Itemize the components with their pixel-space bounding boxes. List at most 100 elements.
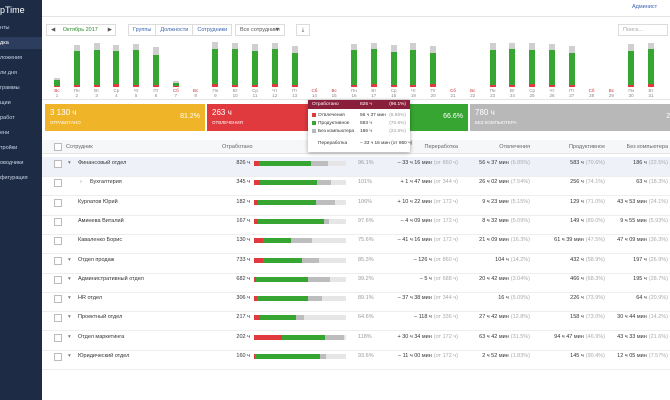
day-weekday: Вс [54,88,60,93]
expand-arrow[interactable]: ▾ [68,333,71,340]
employee-name[interactable]: Юридический отдел [78,353,130,359]
legend-swatch [312,129,316,133]
day-bar-segment [172,82,179,87]
checkbox[interactable] [54,275,62,284]
checkbox[interactable] [54,237,62,246]
cell-value: – 118 ч [414,314,432,321]
day-number: 14 [311,93,317,98]
checkbox[interactable] [54,179,62,188]
employee-name[interactable]: Отдел маркетинга [78,333,125,340]
nav-item[interactable]: ложения [0,55,23,61]
day-number: 15 [331,93,337,98]
nav-item[interactable]: дка [0,37,42,49]
next-arrow[interactable]: ▶ [107,27,112,33]
nav-item[interactable]: нты [0,25,10,31]
day-bar-segment [648,42,654,50]
cell-value: 43 ч 53 мин [617,198,647,205]
download-button[interactable]: ⤓ [296,24,310,36]
cell-value: 43 ч 33 мин [617,333,647,340]
day-bar-segment [93,50,100,86]
employee-name[interactable]: Каваленко Борис [78,237,123,244]
cell: 158 ч (73.0%) [570,314,605,320]
checkbox[interactable] [54,314,62,323]
checkbox[interactable] [54,256,62,265]
expand-arrow[interactable]: ▾ [68,353,71,359]
expand-arrow[interactable]: › [80,179,82,186]
employee-name[interactable]: Отдел продаж [78,256,115,263]
cell: 432 ч (58.9%) [570,257,605,263]
search-input[interactable]: Поиск... [618,24,668,36]
checkbox[interactable] [54,295,62,304]
day-bar-segment [73,84,80,87]
employee-name[interactable]: Финансовый отдел [78,160,127,166]
employee-name[interactable]: Проектный отдел [78,314,123,321]
expand-arrow[interactable]: ▾ [68,295,71,302]
employee-name[interactable]: Курлатов Юрий [78,198,118,205]
day-bar-segment [410,84,417,87]
cell: 26 ч 02 мин (7.54%) [479,179,530,185]
checkbox[interactable] [54,217,62,226]
cell-value: 583 ч [570,160,584,166]
nav-item[interactable]: фигурация [0,175,28,181]
tooltip-value: 56 ч 37 мин [360,112,386,118]
nav-item[interactable]: щии [0,100,11,106]
cell: 145 ч (90.4%) [570,353,605,359]
bar-segment [260,315,297,321]
period-picker[interactable]: ◀ Октябрь 2017 ▶ [46,24,116,36]
filter[interactable]: Все сотрудники ▼ [235,24,285,36]
nav-item[interactable]: граммы [0,85,20,91]
bar-segment [324,218,329,224]
column-header: Отвлечения [499,144,530,150]
bar-segment [259,180,318,186]
day-bar-segment [153,46,159,55]
day-number: 1 [55,93,59,98]
column-header: Сотрудник [66,144,93,150]
nav-item[interactable]: работ [0,115,15,121]
expand-arrow[interactable]: ▾ [68,314,71,321]
column-header: Отработано [222,144,253,150]
day-weekday: Сб [311,88,318,93]
cell-note: (26.9%) [648,256,668,263]
nav-item[interactable]: ени [0,130,10,136]
employee-name[interactable]: HR отдел [78,295,103,302]
day-bar-segment [549,43,555,51]
day-bar-segment [271,49,278,85]
checkbox[interactable] [54,353,62,361]
worked-value: 826 ч [236,160,250,166]
expand-arrow[interactable]: ▾ [68,275,71,282]
checkbox[interactable] [54,198,62,207]
day-bar-segment [509,43,516,50]
day-bar-segment [232,42,239,50]
bar-segment [254,354,256,359]
day-bar-segment [172,80,179,83]
nav-item[interactable]: тройки [0,145,18,151]
tab[interactable]: Группы [128,24,157,36]
day-bar-segment [648,49,654,85]
employee-name[interactable]: Административный отдел [78,275,144,282]
user-menu[interactable]: Админист [632,4,658,10]
employee-name[interactable]: Бухгалтерия [90,179,122,186]
prev-arrow[interactable]: ◀ [51,27,56,33]
checkbox[interactable] [54,333,62,342]
tab[interactable]: Сотрудники [193,24,233,36]
cell-value: 145 ч [570,353,584,359]
day-weekday: Пт [569,88,575,93]
cell-note: (7.54%) [510,179,530,186]
cell-note: (5.15%) [510,198,530,205]
nav-item[interactable]: ли дня [0,70,18,76]
cell-value: 63 ч 42 мин [479,333,509,340]
checkbox[interactable] [54,143,62,151]
worked-value: 182 ч [236,198,250,205]
card-value: 3 130 ч [50,108,77,117]
cell: 9 ч 23 мин (5.15%) [482,199,530,205]
tab[interactable]: Должности [156,24,194,36]
expand-arrow[interactable]: ▾ [68,160,71,166]
checkbox[interactable] [54,160,62,168]
employee-name[interactable]: Аминева Виталий [78,217,124,224]
bar-segment [258,199,316,205]
nav-item[interactable]: оводчики [0,160,24,166]
cell-value: 64 ч [636,295,647,302]
day-bar-segment [568,45,575,54]
expand-arrow[interactable]: ▾ [68,256,71,263]
cell-value: – 11 ч 00 мин [398,353,432,359]
